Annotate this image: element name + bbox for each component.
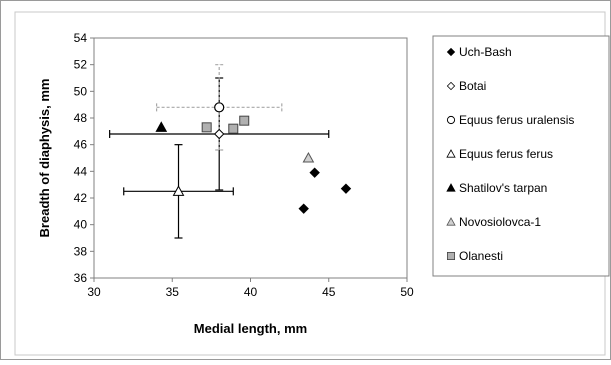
legend [432,35,610,277]
data-point-1 [309,167,320,178]
legend-label: Equus ferus uralensis [459,113,574,127]
data-point-6 [302,151,315,163]
x-axis-label: Medial length, mm [194,321,307,336]
legend-label: Botai [459,79,486,93]
data-point-5 [155,121,168,132]
legend-label: Uch-Bash [459,45,512,59]
data-point-7 [239,115,250,126]
data-point-7 [201,122,212,133]
y-tick-label: 36 [74,271,88,285]
legend-label: Equus ferus ferus [459,147,553,161]
data-points [155,102,352,214]
y-tick-label: 54 [74,31,88,45]
y-tick-label: 44 [74,164,88,178]
x-tick-label: 30 [87,285,101,299]
legend-marker-3 [446,115,456,125]
y-tick-label: 48 [74,111,88,125]
legend-label: Shatilov's tarpan [459,181,547,195]
data-point-1 [340,183,352,194]
x-tick-label: 40 [244,285,258,299]
y-tick-label: 38 [74,244,88,258]
y-tick-label: 46 [74,138,88,152]
y-tick-label: 52 [74,58,88,72]
data-point-4 [172,185,185,196]
legend-label: Novosiolovca-1 [459,215,541,229]
y-tick-label: 40 [74,218,88,232]
legend-marker-1 [446,47,456,57]
data-point-3 [214,102,225,113]
legend-marker-2 [446,81,456,91]
x-tick-label: 45 [322,285,336,299]
x-tick-label: 35 [166,285,180,299]
legend-marker-4 [446,149,456,158]
legend-marker-5 [446,183,456,192]
data-point-1 [298,203,309,214]
y-tick-label: 42 [74,191,88,205]
legend-label: Olanesti [459,249,503,263]
y-axis-label: Breadth of diaphysis, mm [37,79,52,238]
x-tick-label: 50 [400,285,414,299]
y-tick-label: 50 [74,84,88,98]
data-point-2 [213,128,225,140]
legend-entries: Uch-Bash Botai Equus ferus uralensis Equus … [446,45,574,263]
plot-area [93,37,408,279]
data-point-7 [228,123,239,134]
legend-marker-7 [446,251,455,261]
legend-marker-6 [446,217,456,226]
axes: 30 35 40 45 50 36 38 40 42 44 46 48 50 52 54 [74,31,414,299]
